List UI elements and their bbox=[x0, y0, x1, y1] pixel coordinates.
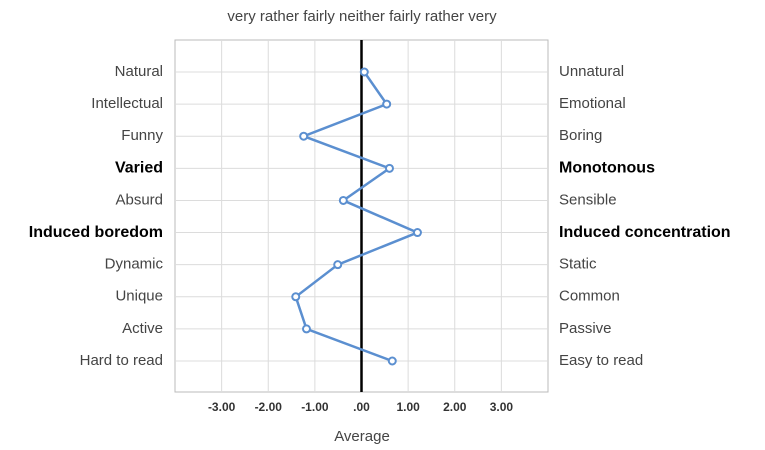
x-tick-label: .00 bbox=[353, 400, 370, 414]
right-label: Emotional bbox=[559, 95, 626, 112]
point bbox=[291, 292, 301, 302]
right-label: Common bbox=[559, 288, 620, 305]
point bbox=[338, 195, 348, 205]
scale-header: very rather fairly neither fairly rather… bbox=[227, 8, 497, 25]
point bbox=[301, 324, 311, 334]
x-tick-label: 2.00 bbox=[443, 400, 467, 414]
left-label: Unique bbox=[115, 288, 163, 305]
point bbox=[333, 260, 343, 270]
left-label: Natural bbox=[115, 63, 163, 80]
right-label: Unnatural bbox=[559, 63, 624, 80]
point bbox=[382, 99, 392, 109]
right-label: Passive bbox=[559, 320, 612, 337]
left-label: Induced boredom bbox=[29, 224, 163, 241]
left-label: Intellectual bbox=[91, 95, 163, 112]
x-tick-label: -1.00 bbox=[301, 400, 329, 414]
right-label: Static bbox=[559, 256, 597, 273]
x-tick-label: 3.00 bbox=[490, 400, 514, 414]
right-label: Sensible bbox=[559, 191, 617, 208]
series-line bbox=[294, 71, 421, 363]
right-label: Easy to read bbox=[559, 352, 643, 369]
point bbox=[359, 67, 369, 77]
point bbox=[299, 131, 309, 141]
x-axis-label: Average bbox=[334, 428, 390, 445]
left-label: Varied bbox=[115, 160, 163, 177]
left-label: Absurd bbox=[115, 191, 163, 208]
x-tick-label: -3.00 bbox=[208, 400, 236, 414]
right-label: Monotonous bbox=[559, 160, 655, 177]
right-label: Induced concentration bbox=[559, 224, 731, 241]
left-label: Active bbox=[122, 320, 163, 337]
point bbox=[384, 163, 394, 173]
point bbox=[412, 228, 422, 238]
left-label: Funny bbox=[121, 127, 163, 144]
x-tick-label: -2.00 bbox=[255, 400, 283, 414]
right-label: Boring bbox=[559, 127, 602, 144]
left-label: Hard to read bbox=[80, 352, 163, 369]
left-label: Dynamic bbox=[105, 256, 164, 273]
point bbox=[387, 356, 397, 366]
x-tick-label: 1.00 bbox=[396, 400, 420, 414]
